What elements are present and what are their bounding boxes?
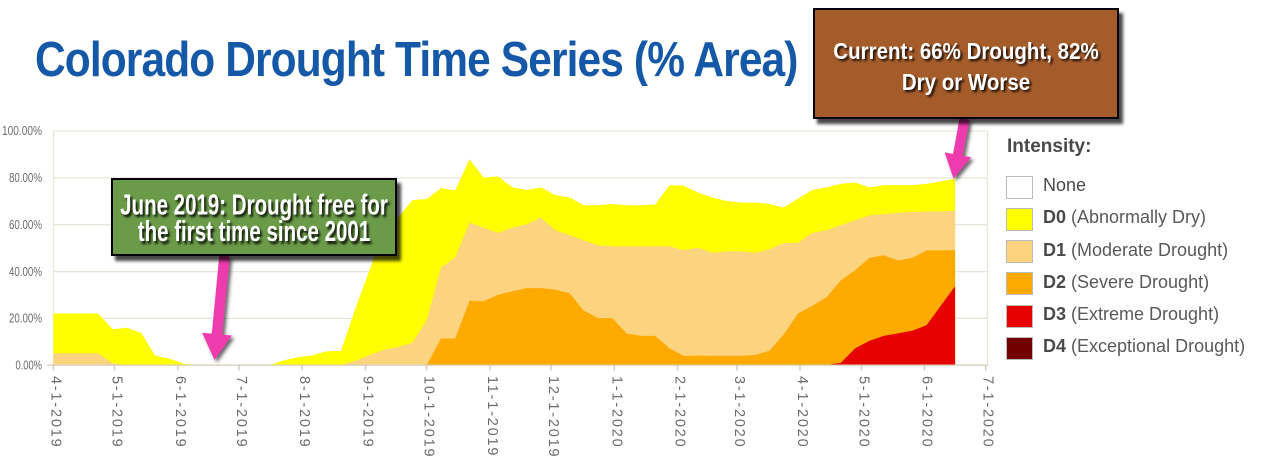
svg-text:9-1-2019: 9-1-2019	[360, 376, 376, 448]
svg-text:8-1-2019: 8-1-2019	[296, 376, 312, 448]
svg-text:12-1-2019: 12-1-2019	[545, 376, 561, 458]
svg-text:6-1-2020: 6-1-2020	[919, 376, 935, 448]
svg-text:6-1-2019: 6-1-2019	[172, 376, 188, 448]
svg-text:0.00%: 0.00%	[16, 358, 43, 373]
svg-text:4-1-2020: 4-1-2020	[794, 376, 810, 448]
svg-text:60.00%: 60.00%	[9, 217, 42, 232]
svg-text:20.00%: 20.00%	[9, 311, 42, 326]
svg-text:40.00%: 40.00%	[9, 264, 42, 279]
svg-text:100.00%: 100.00%	[2, 123, 42, 138]
svg-text:5-1-2019: 5-1-2019	[109, 376, 125, 448]
svg-text:4-1-2019: 4-1-2019	[47, 376, 63, 448]
svg-text:3-1-2020: 3-1-2020	[731, 376, 747, 448]
svg-text:5-1-2020: 5-1-2020	[855, 376, 871, 448]
svg-text:11-1-2019: 11-1-2019	[484, 376, 500, 457]
svg-text:80.00%: 80.00%	[9, 170, 42, 185]
svg-text:2-1-2020: 2-1-2020	[672, 376, 688, 448]
svg-text:7-1-2019: 7-1-2019	[233, 376, 249, 448]
svg-text:1-1-2020: 1-1-2020	[608, 376, 624, 448]
svg-text:10-1-2019: 10-1-2019	[421, 376, 437, 458]
svg-text:7-1-2020: 7-1-2020	[980, 376, 996, 448]
